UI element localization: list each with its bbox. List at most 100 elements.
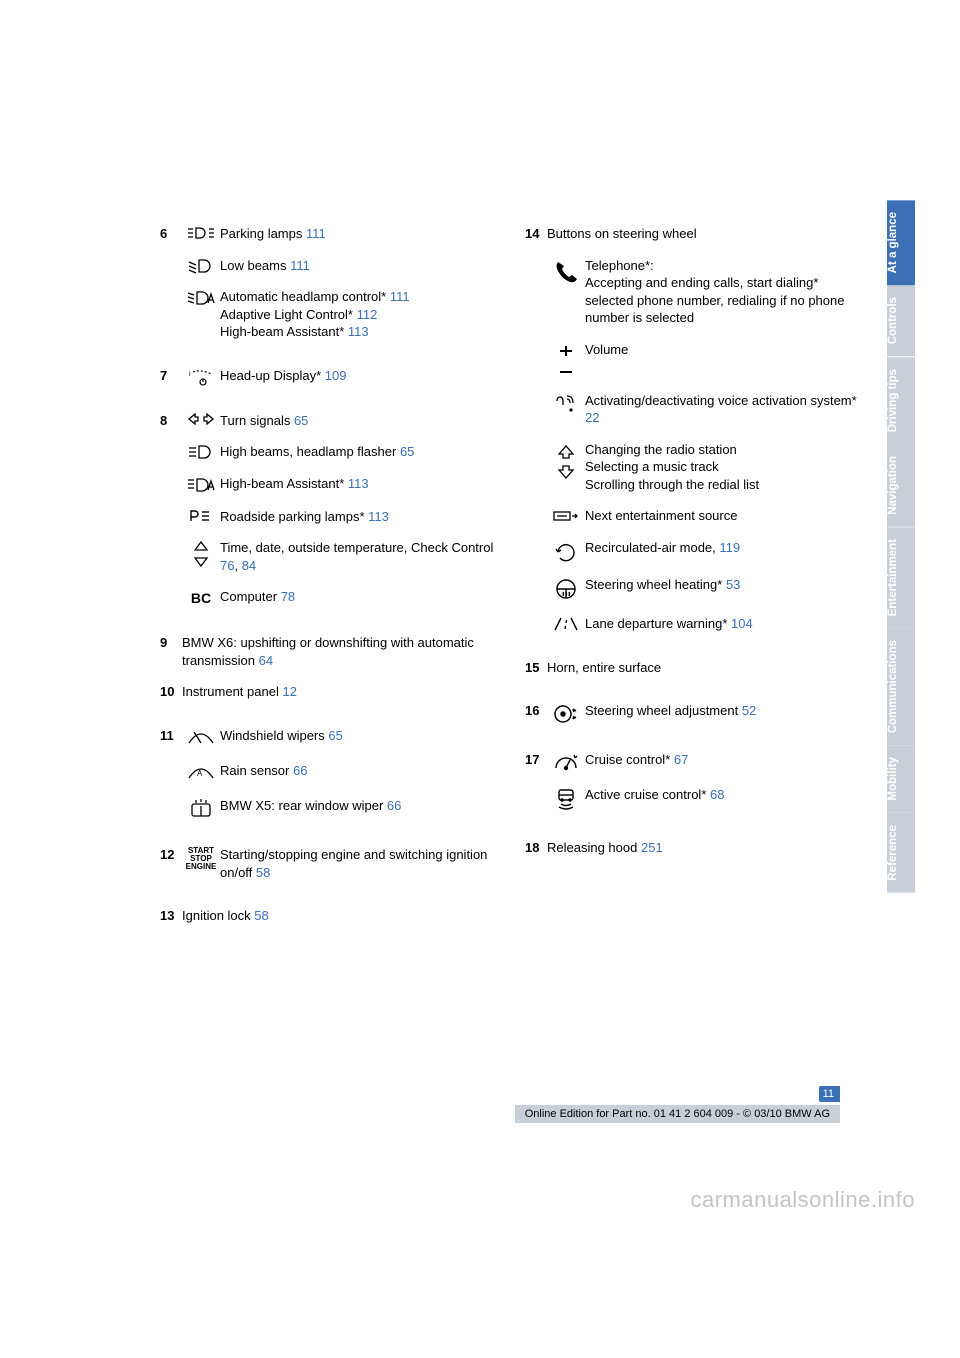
ref-link[interactable]: 66	[387, 798, 401, 813]
active-cruise-label: Active cruise control*	[585, 787, 706, 802]
active-cruise-icon	[547, 786, 585, 813]
recirculate-text: Recirculated-air mode,	[585, 540, 716, 555]
roadside-parking-label: Roadside parking lamps*	[220, 509, 365, 524]
ref-link[interactable]: 104	[731, 616, 753, 631]
ref-link[interactable]: 111	[306, 226, 326, 241]
adaptive-light-label: Adaptive Light Control*	[220, 307, 353, 322]
ref-link[interactable]: 65	[328, 728, 342, 743]
volume-icon	[547, 341, 585, 378]
ref-link[interactable]: 113	[368, 509, 389, 524]
roadside-parking-icon	[182, 508, 220, 526]
tab-controls[interactable]: Controls	[887, 285, 915, 356]
rain-sensor-icon: A	[182, 762, 220, 783]
high-beams-label: High beams, headlamp flasher	[220, 444, 396, 459]
ref-link[interactable]: 65	[400, 444, 414, 459]
high-beam-assist-label: High-beam Assistant*	[220, 324, 344, 339]
ref-link[interactable]: 84	[242, 558, 256, 573]
item-num-15: 15	[525, 659, 547, 677]
item-14-header-label: Buttons on steering wheel	[547, 225, 860, 243]
low-beams-icon	[182, 257, 220, 275]
item-num-7: 7	[160, 367, 182, 386]
ref-link[interactable]: 52	[742, 703, 756, 718]
item-11-row-3: BMW X5: rear window wiper 66	[160, 797, 495, 820]
computer-label: Computer	[220, 589, 277, 604]
item-8-row-5: Time, date, outside temperature, Check C…	[160, 539, 495, 574]
item-9: 9 BMW X6: upshifting or downshifting wit…	[160, 634, 495, 669]
high-beam-assistant-label: High-beam Assistant*	[220, 476, 344, 491]
triangle-up-down-icon	[182, 539, 220, 574]
ref-link[interactable]: 109	[325, 368, 347, 383]
item-8-row-3: High-beam Assistant* 113	[160, 475, 495, 494]
item-num-13: 13	[160, 907, 182, 925]
source-icon	[547, 507, 585, 525]
ref-link[interactable]: 251	[641, 840, 663, 855]
item-11-row-2: A Rain sensor 66	[160, 762, 495, 783]
voice-text: Activating/deactivating voice activation…	[585, 393, 857, 408]
tab-navigation[interactable]: Navigation	[887, 444, 915, 527]
tab-at-a-glance[interactable]: At a glance	[887, 200, 915, 285]
item-14-row-7: Steering wheel heating* 53	[525, 576, 860, 601]
cruise-label: Cruise control*	[585, 752, 670, 767]
page-content: 6 Parking lamps 111 Low beams 111	[160, 225, 860, 939]
item-num-12: 12	[160, 846, 182, 881]
ref-link[interactable]: 113	[348, 324, 369, 339]
wheel-heat-text: Steering wheel heating*	[585, 577, 722, 592]
ref-link[interactable]: 78	[281, 589, 295, 604]
telephone-icon	[547, 257, 585, 327]
ref-link[interactable]: 65	[294, 413, 308, 428]
ref-link[interactable]: 58	[256, 865, 270, 880]
bc-icon: BC	[182, 588, 220, 608]
item-10: 10 Instrument panel 12	[160, 683, 495, 701]
ref-link[interactable]: 68	[710, 787, 724, 802]
parking-lamps-icon	[182, 225, 220, 243]
rain-sensor-label: Rain sensor	[220, 763, 289, 778]
ref-link[interactable]: 111	[290, 258, 310, 273]
recirculate-icon	[547, 539, 585, 562]
ref-link[interactable]: 76	[220, 558, 234, 573]
item-13: 13 Ignition lock 58	[160, 907, 495, 925]
voice-icon	[547, 392, 585, 427]
volume-text: Volume	[585, 341, 860, 378]
ref-link[interactable]: 64	[259, 653, 273, 668]
tab-entertainment[interactable]: Entertainment	[887, 527, 915, 628]
ref-link[interactable]: 113	[348, 476, 369, 491]
item-14-row-2: Volume	[525, 341, 860, 378]
item-num-10: 10	[160, 683, 182, 701]
ref-link[interactable]: 53	[726, 577, 740, 592]
item-10-label: Instrument panel	[182, 684, 279, 699]
item-6-row-3: Automatic headlamp control* 111 Adaptive…	[160, 288, 495, 341]
ref-link[interactable]: 119	[719, 540, 740, 555]
radio-text: Changing the radio station Selecting a m…	[585, 441, 860, 494]
right-column: 14 Buttons on steering wheel Telephone*:…	[525, 225, 860, 939]
footer-line: Online Edition for Part no. 01 41 2 604 …	[515, 1105, 840, 1123]
item-8-row-6: BC Computer 78	[160, 588, 495, 608]
hud-icon: i	[182, 367, 220, 386]
item-17-row-2: Active cruise control* 68	[525, 786, 860, 813]
watermark: carmanualsonline.info	[690, 1187, 915, 1213]
rear-wiper-icon	[182, 797, 220, 820]
ref-link[interactable]: 22	[585, 410, 599, 425]
item-8-row-4: Roadside parking lamps* 113	[160, 508, 495, 526]
wiper-icon	[182, 727, 220, 748]
item-num-16: 16	[525, 702, 547, 725]
ref-link[interactable]: 66	[293, 763, 307, 778]
item-num-9: 9	[160, 634, 182, 669]
item-13-label: Ignition lock	[182, 908, 251, 923]
item-15: 15 Horn, entire surface	[525, 659, 860, 677]
ref-link[interactable]: 58	[254, 908, 268, 923]
lane-depart-text: Lane departure warning*	[585, 616, 727, 631]
tab-communications[interactable]: Communications	[887, 628, 915, 745]
item-num-8: 8	[160, 412, 182, 430]
ref-link[interactable]: 67	[674, 752, 688, 767]
ref-link[interactable]: 111	[390, 289, 410, 304]
item-14-row-6: Recirculated-air mode, 119	[525, 539, 860, 562]
tab-mobility[interactable]: Mobility	[887, 745, 915, 812]
ref-link[interactable]: 12	[282, 684, 296, 699]
item-8-row-2: High beams, headlamp flasher 65	[160, 443, 495, 461]
tab-driving-tips[interactable]: Driving tips	[887, 357, 915, 444]
ref-link[interactable]: 112	[357, 307, 378, 322]
tab-reference[interactable]: Reference	[887, 813, 915, 893]
item-6-row-2: Low beams 111	[160, 257, 495, 275]
item-14-row-5: Next entertainment source	[525, 507, 860, 525]
item-16-label: Steering wheel adjustment	[585, 703, 738, 718]
